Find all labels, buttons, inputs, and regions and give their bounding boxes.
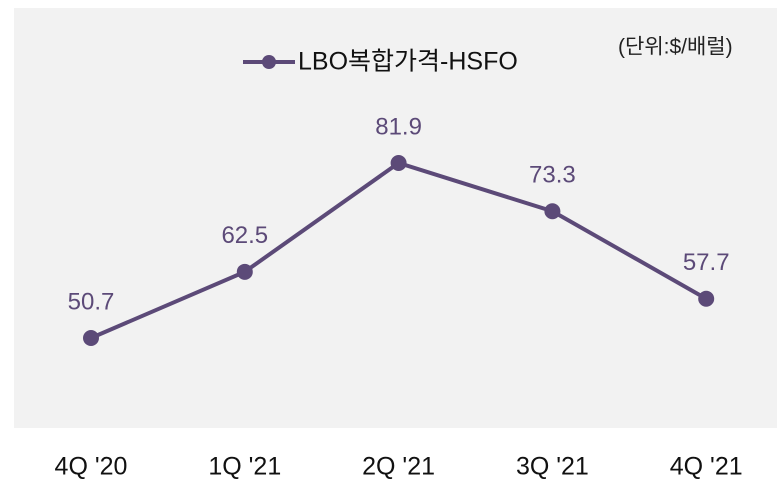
- x-tick-label: 1Q '21: [208, 453, 281, 481]
- x-tick-label: 4Q '21: [670, 453, 743, 481]
- data-label: 73.3: [529, 162, 576, 189]
- point: [544, 203, 561, 220]
- x-tick-label: 4Q '20: [55, 453, 128, 481]
- point: [236, 263, 253, 280]
- data-label: 62.5: [221, 222, 268, 249]
- point: [83, 330, 99, 346]
- plot-area: [14, 8, 777, 428]
- x-tick-label: 3Q '21: [516, 453, 589, 481]
- legend-label: LBO복합가격-HSFO: [298, 48, 518, 76]
- point: [390, 155, 407, 171]
- point: [698, 290, 715, 307]
- x-tick-label: 2Q '21: [362, 453, 435, 481]
- unit-note: (단위:$/배럴): [618, 36, 733, 59]
- data-label: 81.9: [375, 113, 422, 140]
- data-label: 57.7: [683, 249, 730, 276]
- legend-marker: [262, 55, 276, 69]
- data-label: 50.7: [68, 288, 115, 315]
